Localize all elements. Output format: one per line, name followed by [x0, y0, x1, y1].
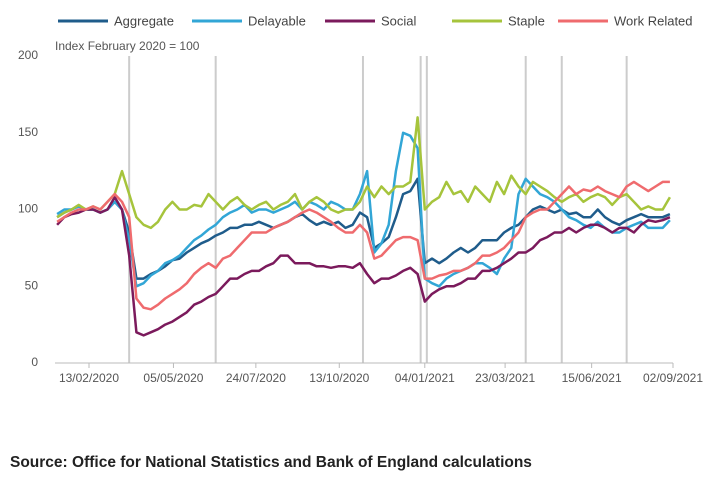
- y-tick-label: 150: [18, 125, 38, 139]
- legend-label: Delayable: [248, 13, 306, 28]
- y-tick-label: 0: [31, 355, 38, 369]
- y-tick-label: 200: [18, 48, 38, 62]
- x-tick-label: 02/09/2021: [643, 371, 703, 385]
- y-axis-label: Index February 2020 = 100: [55, 39, 200, 53]
- x-tick-label: 15/06/2021: [562, 371, 622, 385]
- series-line: [56, 195, 671, 337]
- legend-label: Work Related: [614, 13, 693, 28]
- legend-label: Aggregate: [114, 13, 174, 28]
- series-line: [56, 131, 671, 288]
- x-tick-label: 13/10/2020: [309, 371, 369, 385]
- series-line: [56, 180, 670, 311]
- legend-label: Staple: [508, 13, 545, 28]
- x-tick-label: 23/03/2021: [475, 371, 535, 385]
- y-tick-label: 50: [25, 278, 39, 292]
- legend-label: Social: [381, 13, 417, 28]
- source-note: Source: Office for National Statistics a…: [10, 454, 532, 471]
- x-tick-label: 04/01/2021: [395, 371, 455, 385]
- x-tick-label: 13/02/2020: [59, 371, 119, 385]
- x-tick-label: 24/07/2020: [226, 371, 286, 385]
- y-tick-label: 100: [18, 202, 38, 216]
- x-tick-label: 05/05/2020: [143, 371, 203, 385]
- series-line: [56, 116, 671, 230]
